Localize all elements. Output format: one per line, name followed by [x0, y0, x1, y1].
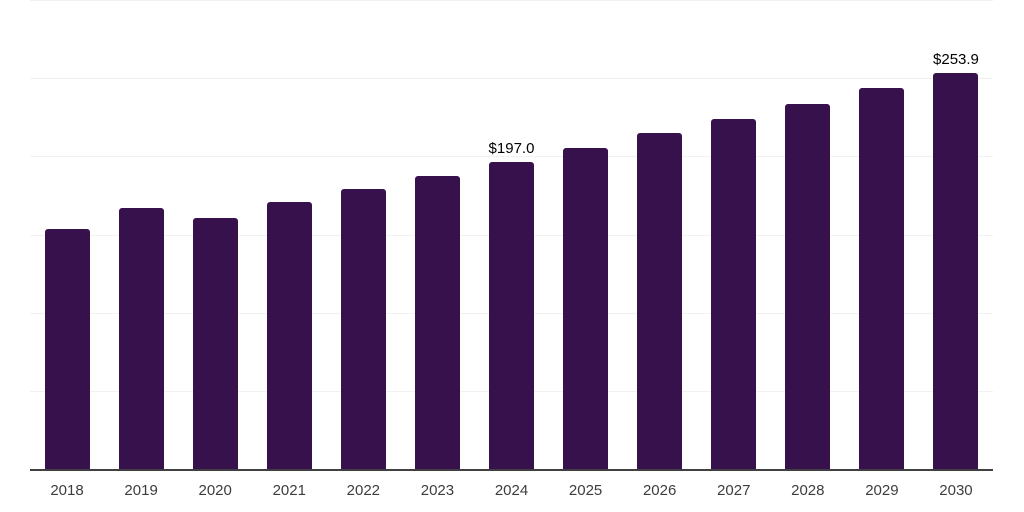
x-tick-label-2029: 2029: [865, 482, 899, 499]
x-tick-label-2028: 2028: [791, 482, 825, 499]
bar-2028: [785, 103, 831, 470]
x-axis-line: [30, 469, 993, 471]
x-tick-label-2018: 2018: [50, 482, 84, 499]
bar-2026: [637, 133, 683, 470]
bar-2030: [933, 73, 979, 470]
gridline-300: [30, 0, 993, 1]
bar-cell-2028: [771, 0, 845, 470]
bar-cell-2026: [623, 0, 697, 470]
bar-2023: [414, 175, 460, 470]
bar-2018: [44, 229, 90, 470]
gridline-250: [30, 78, 993, 80]
x-tick-label-2030: 2030: [939, 482, 973, 499]
bar-2019: [118, 208, 164, 470]
x-tick-label-2021: 2021: [272, 482, 306, 499]
bar-2021: [266, 201, 312, 470]
bar-cell-2018: [30, 0, 104, 470]
bar-cell-2019: [104, 0, 178, 470]
bar-cell-2023: [400, 0, 474, 470]
x-tick-label-2019: 2019: [124, 482, 158, 499]
x-tick-label-2022: 2022: [346, 482, 381, 499]
bar-2027: [711, 118, 757, 470]
plot-area: $197.0 $253.9: [30, 0, 993, 471]
x-tick-label-2025: 2025: [568, 482, 603, 499]
x-tick-label-2027: 2027: [717, 482, 751, 499]
bar-cell-2020: [178, 0, 252, 470]
bar-cell-2027: [697, 0, 771, 470]
x-axis-tick-labels: 2018 2019 2020 2021 2022 2023 2024 2025 2026 2027…: [30, 480, 993, 502]
bars-row: $197.0 $253.9: [30, 0, 993, 470]
bar-2025: [563, 148, 609, 470]
x-tick-label-2026: 2026: [642, 482, 677, 499]
bar-cell-2029: [845, 0, 919, 470]
x-tick-label-2024: 2024: [494, 482, 529, 499]
bar-cell-2022: [326, 0, 400, 470]
bar-cell-2030: $253.9: [919, 0, 993, 470]
gridline-200: [30, 156, 993, 158]
bar-cell-2024: $197.0: [474, 0, 548, 470]
value-label-2030: $253.9: [933, 51, 979, 69]
bar-2024: [489, 162, 534, 470]
bar-2020: [192, 217, 238, 470]
bar-cell-2025: [549, 0, 623, 470]
x-tick-label-2023: 2023: [420, 482, 455, 499]
bar-cell-2021: [252, 0, 326, 470]
x-tick-label-2020: 2020: [198, 482, 232, 499]
bar-2029: [859, 87, 905, 470]
value-label-2024: $197.0: [488, 140, 535, 157]
bar-2022: [340, 189, 386, 470]
